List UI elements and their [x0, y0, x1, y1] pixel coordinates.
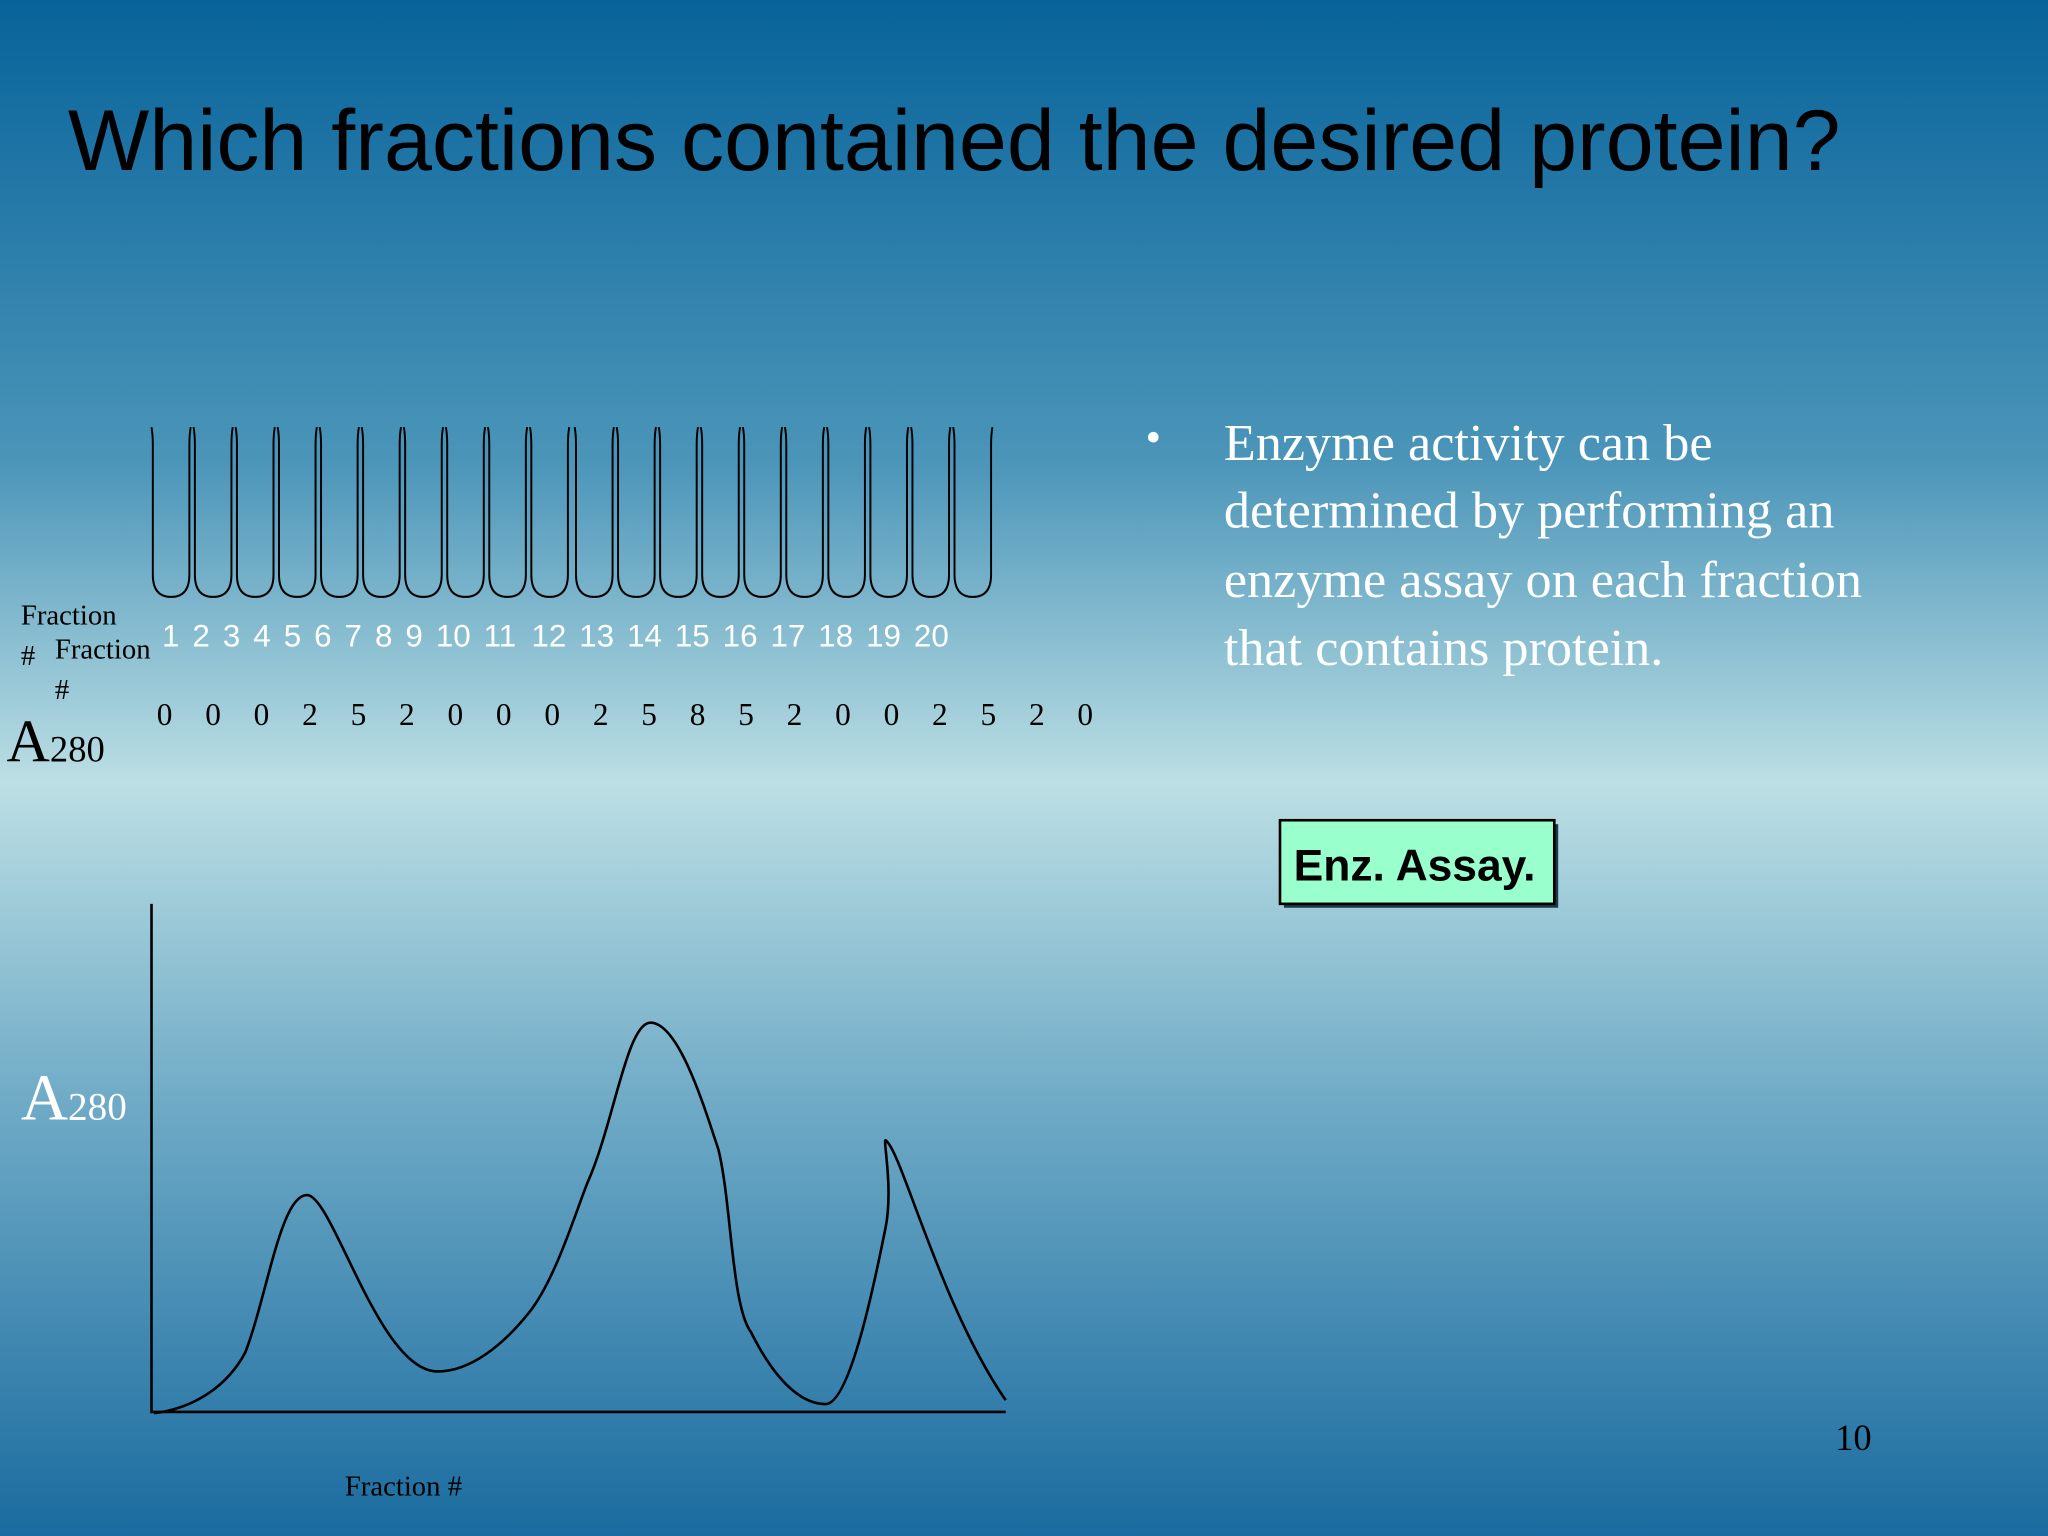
- test-tube: [910, 426, 952, 598]
- test-tube: [487, 426, 529, 598]
- bullet-line: determined by performing an: [1224, 482, 1835, 540]
- test-tube: [615, 426, 657, 598]
- a280-value: 2: [787, 697, 803, 732]
- a280-value: 0: [884, 697, 900, 732]
- a280-value: 2: [932, 697, 948, 732]
- fraction-number: 6: [314, 619, 331, 654]
- bullet-text: Enzyme activity can be determined by per…: [1224, 414, 1875, 677]
- fraction-number: 19: [866, 619, 901, 654]
- bullet-line: that contains protein.: [1224, 619, 1664, 677]
- a280-value: 0: [254, 697, 270, 732]
- title: Which fractions contained the desired pr…: [68, 93, 1841, 189]
- test-tube: [741, 426, 784, 598]
- a280-value: 2: [399, 697, 415, 732]
- a280-value: 2: [302, 697, 318, 732]
- fraction-number: 2: [192, 619, 209, 654]
- graph-x-label: Fraction #: [345, 1471, 462, 1503]
- test-tube: [402, 426, 445, 598]
- test-tube: [192, 426, 234, 598]
- fraction-number: 3: [223, 619, 240, 654]
- fraction-number: 4: [253, 619, 270, 654]
- fraction-number: 14: [627, 619, 662, 654]
- fraction-number: 11: [484, 619, 517, 654]
- button-face: [1278, 818, 1556, 906]
- test-tube: [868, 426, 910, 598]
- test-tube: [360, 426, 402, 598]
- label-sub: 280: [68, 1085, 127, 1128]
- bullet-marker: •: [1145, 412, 1161, 462]
- fraction-number: 20: [914, 619, 949, 654]
- fraction-number: 9: [405, 619, 422, 654]
- fraction-number: 7: [345, 619, 362, 654]
- fraction-number: 15: [675, 619, 710, 654]
- label-line: #: [55, 674, 69, 706]
- a280-value: 2: [1029, 697, 1045, 732]
- a280-value: 5: [738, 697, 754, 732]
- a280-label: A280: [7, 707, 105, 774]
- fraction-number: 12: [531, 619, 566, 654]
- a280-value: 0: [496, 697, 512, 732]
- fraction-number: 13: [579, 619, 614, 654]
- a280-value: 5: [641, 697, 657, 732]
- test-tube: [444, 426, 487, 598]
- test-tube: [784, 426, 826, 598]
- a280-value: 5: [351, 697, 367, 732]
- label-line: Fraction: [55, 633, 151, 665]
- fraction-number: 10: [436, 619, 471, 654]
- tubes: [150, 426, 994, 598]
- bullet-line: Enzyme activity can be: [1224, 414, 1713, 472]
- a280-value: 0: [447, 697, 463, 732]
- page-number: 10: [1835, 1417, 1872, 1458]
- label-sub: 280: [50, 728, 105, 769]
- test-tube: [276, 426, 318, 598]
- label-main: A: [21, 1062, 68, 1134]
- graph: A280 Fraction #: [21, 903, 1007, 1503]
- test-tube: [826, 426, 868, 598]
- fraction-number: 16: [723, 619, 758, 654]
- fraction-number: 18: [818, 619, 853, 654]
- fraction-label-right: Fraction #: [55, 633, 158, 705]
- test-tube: [573, 426, 615, 598]
- a280-value: 0: [544, 697, 560, 732]
- bullet-line: enzyme assay on each fraction: [1224, 551, 1862, 609]
- a280-value: 2: [593, 697, 609, 732]
- fraction-label-left: Fraction #: [21, 599, 124, 671]
- test-tube: [318, 426, 360, 598]
- test-tube: [529, 426, 571, 598]
- a280-value: 5: [981, 697, 997, 732]
- fraction-number: 1: [162, 619, 179, 654]
- fraction-number: 17: [770, 619, 805, 654]
- a280-value: 0: [157, 697, 173, 732]
- fraction-number: 8: [375, 619, 392, 654]
- test-tube: [699, 426, 742, 598]
- fraction-numbers: 1 2 3 4 5 6 7 8 9 10 11 12 13 14 15 16 17 18 19 20: [162, 619, 949, 654]
- elution-curve: [153, 1021, 1007, 1415]
- fraction-number: 5: [284, 619, 301, 654]
- enz-assay-button[interactable]: Enz. Assay.: [1278, 818, 1559, 908]
- test-tube: [234, 426, 276, 598]
- a280-value: 0: [835, 697, 851, 732]
- a280-value: 0: [205, 697, 221, 732]
- button-label: Enz. Assay.: [1294, 841, 1536, 890]
- label-line: Fraction: [21, 599, 117, 631]
- a280-value: 0: [1077, 697, 1093, 732]
- test-tube: [952, 426, 994, 598]
- a280-value: 8: [690, 697, 706, 732]
- test-tube: [150, 426, 192, 598]
- label-line: #: [21, 640, 35, 672]
- label-main: A: [7, 707, 50, 774]
- test-tube: [657, 426, 699, 598]
- graph-y-label: A280: [21, 1062, 127, 1134]
